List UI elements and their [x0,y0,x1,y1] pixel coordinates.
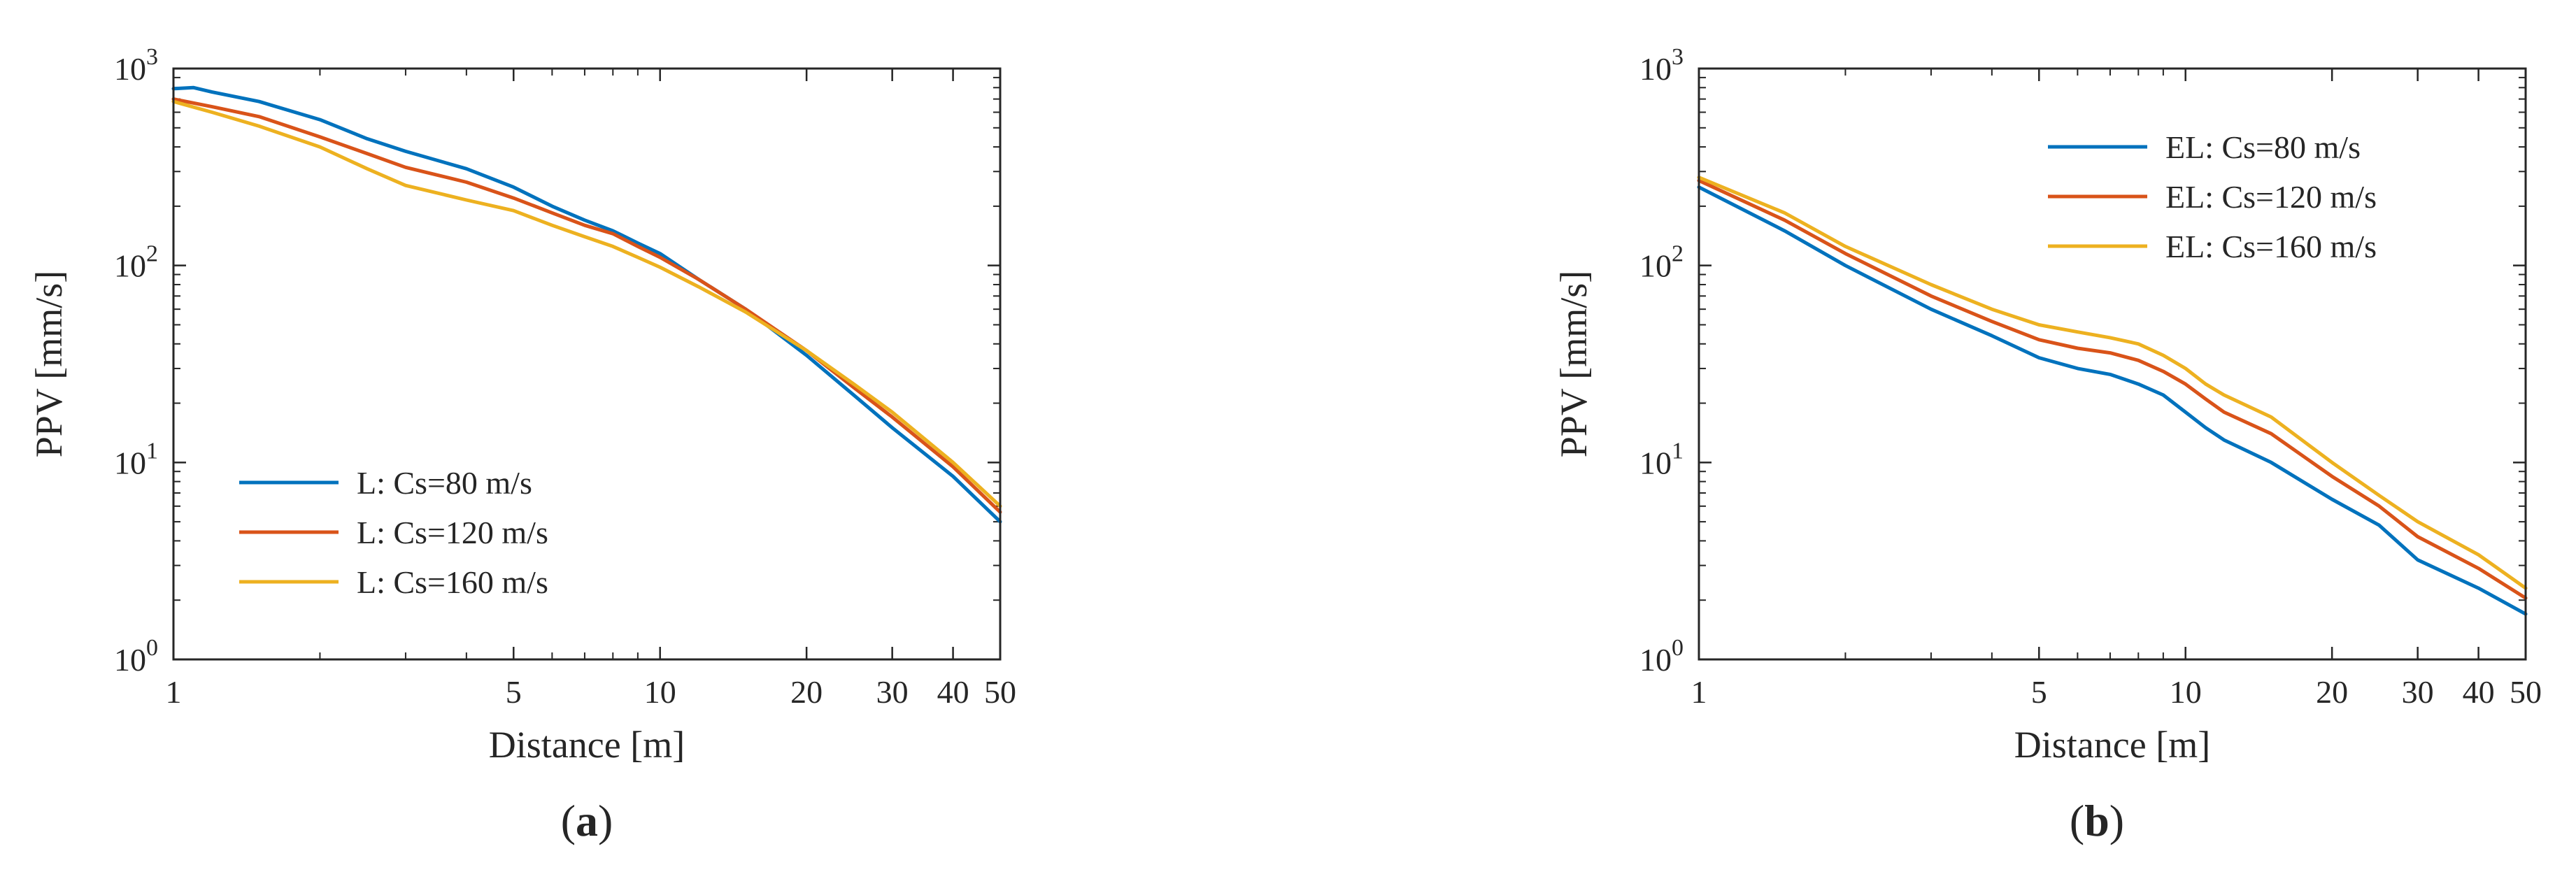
legend: L: Cs=80 m/s L: Cs=120 m/s L: Cs=160 m/s [239,465,548,600]
y-axis-label: PPV [mm/s] [1553,271,1595,458]
x-tick-label: 20 [790,674,823,710]
y-tick-label: 103 [114,44,158,87]
panel-label-letter: a [576,796,598,845]
panel-label: (b) [2070,796,2124,845]
y-tick-base: 10 [1639,248,1672,284]
series-lines [1697,176,2528,616]
legend-label-3: EL: Cs=160 m/s [2165,229,2377,264]
panel-label-close-paren: ) [2109,796,2124,845]
y-tick-base: 10 [1639,51,1672,87]
panel-label-open-paren: ( [2070,796,2084,845]
y-tick-exponent: 3 [146,44,158,70]
x-tick-label: 50 [2510,674,2542,710]
series-line-1 [1697,185,2528,616]
y-tick-label: 102 [1639,241,1684,284]
panel-label: (a) [561,796,613,845]
y-tick-exponent: 1 [146,438,158,464]
legend: EL: Cs=80 m/s EL: Cs=120 m/s EL: Cs=160 m/… [2048,129,2377,264]
minor-ticks [173,69,1000,659]
x-tick-label: 30 [2402,674,2434,710]
x-tick-label: 1 [1691,674,1707,710]
x-tick-label: 50 [984,674,1016,710]
y-tick-label: 100 [1639,635,1684,678]
series-line-1 [171,85,1002,524]
x-tick-label: 10 [2170,674,2202,710]
panel-label-close-paren: ) [598,796,613,845]
series-line-2 [1697,178,2528,600]
y-tick-exponent: 2 [1672,241,1684,267]
x-tick-label: 10 [644,674,676,710]
y-tick-exponent: 0 [146,635,158,661]
panel-label-letter: b [2084,796,2109,845]
series-line-3 [1697,176,2528,590]
y-tick-exponent: 2 [146,241,158,267]
y-tick-base: 10 [114,248,146,284]
axes-box [172,67,1002,661]
y-tick-label: 103 [1639,44,1684,87]
y-tick-label: 102 [114,241,158,284]
y-tick-base: 10 [1639,445,1672,480]
x-tick-label: 40 [937,674,969,710]
y-tick-label: 101 [1639,438,1684,480]
y-tick-label: 101 [114,438,158,480]
axes-box [1698,67,2527,661]
x-tick-label: 5 [506,674,522,710]
legend-label-1: EL: Cs=80 m/s [2165,129,2361,165]
x-tick-label: 40 [2463,674,2495,710]
series-line-3 [171,99,1002,508]
y-tick-exponent: 0 [1672,635,1684,661]
y-axis-label: PPV [mm/s] [28,271,70,458]
y-tick-label: 100 [114,635,158,678]
legend-label-3: L: Cs=160 m/s [357,564,548,600]
x-axis-label: Distance [m] [2014,724,2210,766]
legend-label-2: L: Cs=120 m/s [357,515,548,550]
series-lines [171,85,1002,524]
x-tick-label: 1 [166,674,182,710]
panel-label-open-paren: ( [561,796,576,845]
legend-label-2: EL: Cs=120 m/s [2165,179,2377,215]
y-tick-base: 10 [1639,642,1672,678]
series-line-2 [171,97,1002,514]
legend-label-1: L: Cs=80 m/s [357,465,532,501]
x-tick-label: 20 [2316,674,2348,710]
x-axis-label: Distance [m] [489,724,685,766]
y-tick-base: 10 [114,445,146,480]
y-tick-exponent: 1 [1672,438,1684,464]
y-tick-base: 10 [114,642,146,678]
y-tick-base: 10 [114,51,146,87]
x-tick-label: 5 [2031,674,2047,710]
y-tick-exponent: 3 [1672,44,1684,70]
minor-ticks [1699,69,2526,659]
x-tick-label: 30 [876,674,909,710]
